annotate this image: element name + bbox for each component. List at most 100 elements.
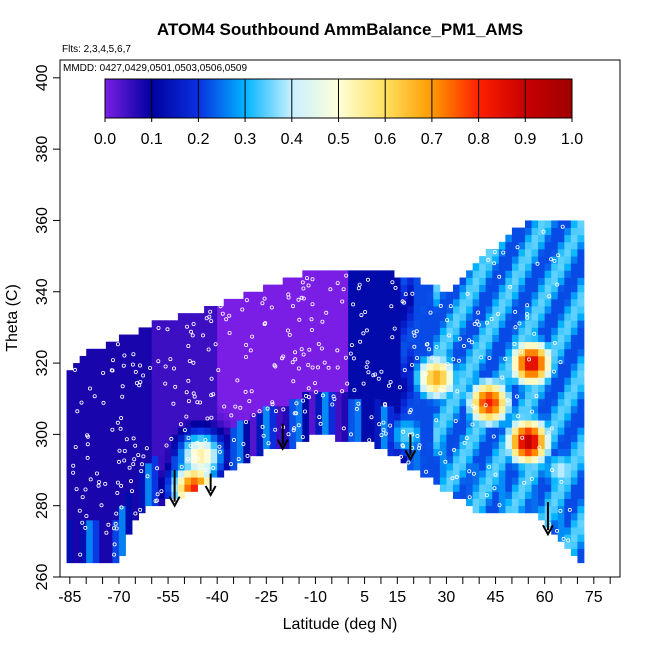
heatmap-cell	[223, 412, 231, 421]
sample-point	[195, 400, 200, 405]
heatmap-cell	[210, 334, 218, 343]
heatmap-cell	[570, 484, 578, 492]
sample-point	[349, 343, 354, 348]
heatmap-cell	[73, 484, 81, 492]
sample-point	[207, 314, 212, 319]
heatmap-cell	[164, 391, 172, 400]
heatmap-cell	[551, 355, 559, 364]
heatmap-cell	[564, 284, 572, 293]
heatmap-cell	[328, 405, 336, 414]
heatmap-cell	[282, 398, 290, 407]
heatmap-cell	[210, 370, 218, 378]
heatmap-cell	[151, 441, 159, 450]
sample-point	[335, 365, 340, 370]
sample-point	[345, 381, 350, 386]
heatmap-cell	[518, 377, 526, 385]
sample-point	[229, 413, 234, 418]
heatmap-cell	[518, 227, 526, 236]
heatmap-cell	[341, 334, 349, 343]
heatmap-cell	[498, 455, 506, 464]
heatmap-cell	[511, 405, 519, 414]
heatmap-cell	[472, 412, 480, 421]
heatmap-cell	[387, 355, 395, 364]
heatmap-cell	[243, 405, 251, 414]
heatmap-cell	[335, 370, 343, 378]
heatmap-cell	[230, 327, 238, 335]
sample-point	[316, 341, 321, 346]
heatmap-cell	[151, 434, 159, 442]
heatmap-cell	[145, 412, 153, 421]
heatmap-cell	[446, 470, 454, 478]
heatmap-cell	[452, 306, 460, 314]
heatmap-cell	[420, 320, 428, 328]
heatmap-cell	[354, 427, 362, 435]
heatmap-cell	[164, 412, 172, 421]
heatmap-cell	[230, 405, 238, 414]
heatmap-cell	[249, 370, 257, 378]
heatmap-cell	[308, 341, 316, 350]
heatmap-cell	[570, 434, 578, 442]
heatmap-cell	[538, 427, 546, 435]
heatmap-cell	[243, 384, 251, 392]
heatmap-cell	[105, 470, 113, 478]
heatmap-cell	[420, 427, 428, 435]
y-tick-label: 260	[34, 564, 51, 591]
heatmap-cell	[184, 448, 192, 457]
heatmap-cell	[505, 405, 513, 414]
heatmap-cell	[498, 306, 506, 314]
heatmap-cell	[197, 398, 205, 407]
heatmap-cell	[99, 555, 107, 564]
heatmap-cell	[308, 320, 316, 328]
heatmap-cell	[485, 298, 493, 307]
sample-point	[489, 316, 494, 321]
heatmap-cell	[459, 391, 467, 400]
heatmap-cell	[158, 470, 166, 478]
heatmap-cell	[236, 313, 244, 321]
heatmap-cell	[485, 348, 493, 357]
heatmap-cell	[439, 363, 447, 371]
heatmap-cell	[367, 412, 375, 421]
sample-point	[317, 415, 322, 420]
heatmap-cell	[328, 306, 336, 314]
heatmap-cell	[295, 320, 303, 328]
heatmap-cell	[498, 491, 506, 499]
heatmap-cell	[505, 313, 513, 321]
heatmap-cell	[551, 491, 559, 499]
heatmap-cell	[511, 248, 519, 257]
sample-point	[306, 362, 311, 367]
sample-point	[228, 462, 233, 467]
heatmap-cell	[223, 384, 231, 392]
heatmap-cell	[118, 519, 126, 528]
heatmap-cell	[511, 412, 519, 421]
heatmap-cell	[479, 484, 487, 492]
sample-point	[75, 409, 80, 414]
heatmap-cell	[485, 484, 493, 492]
heatmap-cell	[387, 327, 395, 335]
heatmap-cell	[557, 427, 565, 435]
sample-point	[200, 333, 205, 338]
heatmap-cell	[505, 384, 513, 392]
heatmap-cell	[459, 363, 467, 371]
heatmap-cell	[518, 462, 526, 471]
heatmap-cell	[132, 477, 139, 485]
sample-point	[467, 469, 472, 474]
heatmap-cell	[112, 384, 120, 392]
heatmap-cell	[538, 391, 546, 400]
heatmap-cell	[557, 391, 565, 400]
heatmap-cell	[66, 405, 74, 414]
heatmap-cell	[282, 313, 290, 321]
sample-point	[115, 490, 120, 495]
heatmap-cell	[538, 498, 546, 507]
heatmap-cell	[79, 548, 87, 557]
heatmap-cell	[79, 470, 87, 478]
heatmap-cell	[459, 448, 467, 457]
sample-point	[356, 401, 361, 406]
heatmap-cell	[105, 434, 113, 442]
heatmap-cell	[564, 477, 572, 485]
sample-point	[112, 552, 117, 557]
heatmap-cell	[459, 398, 467, 407]
heatmap-cell	[387, 306, 395, 314]
heatmap-cell	[485, 313, 493, 321]
heatmap-cell	[86, 527, 94, 535]
heatmap-cell	[544, 227, 552, 236]
